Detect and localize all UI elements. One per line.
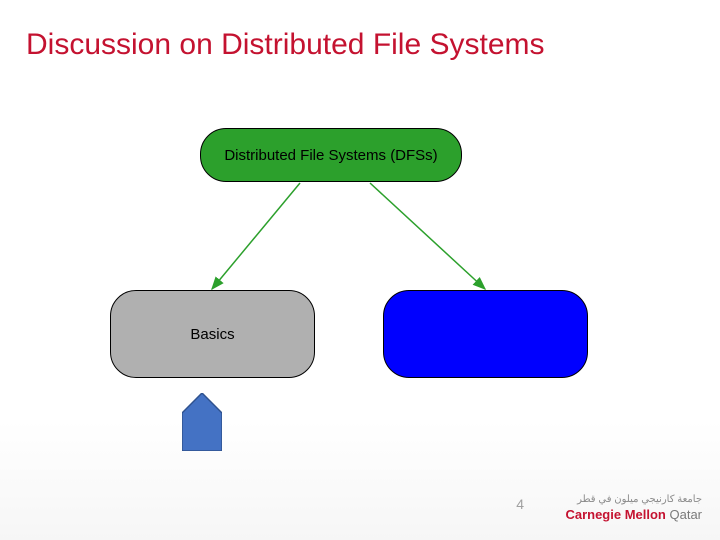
logo-red: Carnegie Mellon xyxy=(565,507,665,522)
node-root-label: Distributed File Systems (DFSs) xyxy=(224,147,437,164)
node-blue xyxy=(383,290,588,378)
logo-grey: Qatar xyxy=(666,507,702,522)
node-root: Distributed File Systems (DFSs) xyxy=(200,128,462,182)
node-basics-label: Basics xyxy=(190,326,234,343)
logo-cmu-qatar: جامعة كارنيجي ميلون في قطر Carnegie Mell… xyxy=(530,488,702,528)
edges-svg xyxy=(0,0,720,540)
edge-root-blue xyxy=(370,183,485,289)
page-number: 4 xyxy=(516,496,524,512)
logo-english-text: Carnegie Mellon Qatar xyxy=(565,507,702,522)
bookmark-icon xyxy=(182,393,222,451)
logo-arabic-text: جامعة كارنيجي ميلون في قطر xyxy=(577,494,702,505)
node-basics: Basics xyxy=(110,290,315,378)
edge-root-basics xyxy=(212,183,300,289)
slide-title: Discussion on Distributed File Systems xyxy=(26,28,545,62)
